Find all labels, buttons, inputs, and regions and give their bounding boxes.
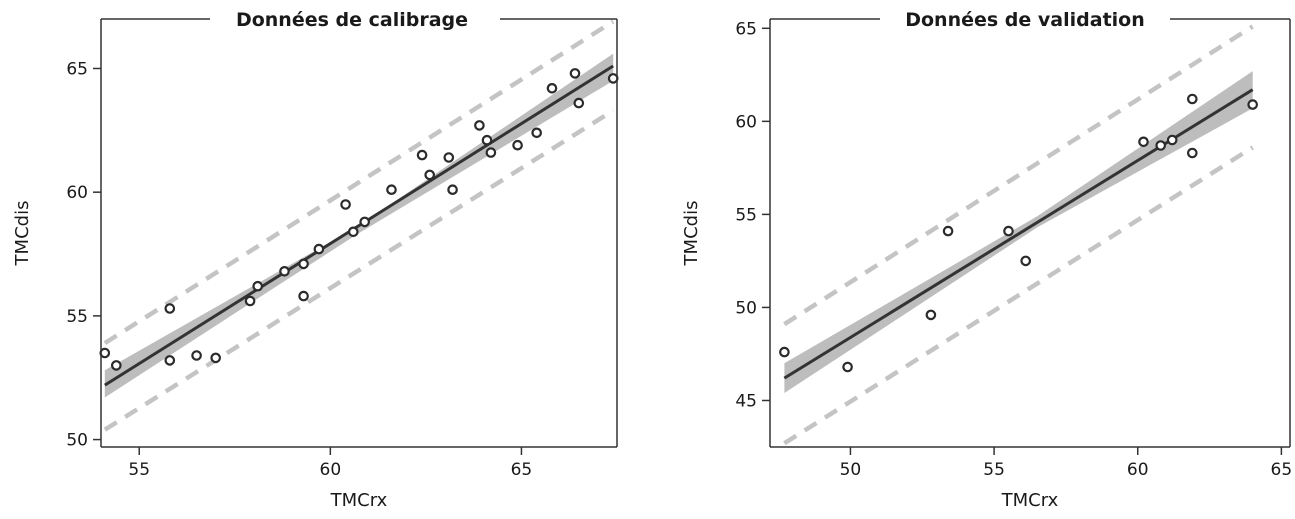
panel2-data-point-3 — [925, 309, 937, 321]
panel1-data-point-20 — [447, 184, 458, 195]
panel1-x-tick-label-2: 60 — [320, 460, 342, 480]
panel2-regression-line — [783, 88, 1254, 380]
panel2-y-tick-label-4: 60 — [735, 112, 757, 132]
panel1-data-point-1 — [99, 347, 111, 359]
panel1-data-point-12 — [313, 243, 325, 255]
panel2-x-tick-label-3: 60 — [1127, 460, 1149, 480]
panel1-data-point-2 — [111, 360, 122, 371]
panel2-data-point-2 — [842, 361, 853, 373]
panel1-prediction-lower-line — [103, 108, 615, 432]
panel1-data-point-27 — [569, 68, 581, 79]
panel2-data-point-10 — [1187, 93, 1198, 105]
panel2-data-point-4 — [942, 225, 954, 237]
panel1-data-point-7 — [244, 295, 256, 307]
panel2-data-point-8 — [1155, 140, 1166, 151]
panel2-y-axis-label: TMCdis — [681, 201, 702, 267]
panel1-plot-area — [99, 19, 619, 432]
panel1-prediction-upper-line — [103, 19, 615, 345]
panel1-data-point-26 — [546, 83, 558, 94]
panel1-data-point-10 — [298, 290, 309, 302]
panel2-plot-area — [779, 24, 1258, 446]
panel1-x-tick-label-1: 55 — [128, 460, 150, 480]
panel1-regression-line — [104, 64, 614, 387]
panel1-data-point-24 — [512, 139, 523, 151]
panel1-y-tick-label-3: 60 — [66, 183, 88, 203]
panel1-data-point-13 — [340, 199, 351, 210]
panel2-y-tick-label-1: 45 — [735, 391, 757, 411]
panel2-y-tick-label-3: 55 — [735, 205, 757, 225]
panel2-data-point-1 — [779, 346, 790, 358]
panel1-data-point-16 — [386, 184, 397, 195]
panel1-y-tick-label-1: 50 — [66, 431, 88, 451]
panel1-data-point-29 — [607, 73, 619, 84]
panel1-data-point-22 — [481, 134, 493, 146]
panel1-data-point-23 — [485, 147, 497, 158]
panel1-data-point-5 — [191, 350, 202, 361]
panel1-title: Données de calibrage — [236, 9, 468, 31]
panel1-y-tick-label-2: 55 — [66, 307, 88, 327]
panel1-data-point-28 — [573, 97, 585, 109]
panel1-data-point-21 — [474, 120, 485, 131]
panel2-x-tick-label-2: 55 — [983, 460, 1005, 480]
panel2-data-point-5 — [1003, 225, 1014, 237]
panel1-x-axis-label: TMCrx — [330, 490, 388, 511]
panel1-x-tick-label-3: 65 — [511, 460, 533, 480]
panel2-x-tick-label-4: 65 — [1271, 460, 1293, 480]
panel1-data-point-19 — [443, 152, 455, 163]
panel1-data-point-18 — [424, 169, 435, 181]
panel1-data-point-9 — [279, 265, 290, 277]
panel2-y-tick-label-2: 50 — [735, 298, 757, 318]
panel1-data-point-6 — [210, 352, 221, 364]
panel1-y-axis-label: TMCdis — [12, 201, 33, 267]
panel2-title: Données de validation — [905, 9, 1145, 31]
panel1-data-point-17 — [416, 149, 428, 161]
panel1-data-point-3 — [164, 303, 176, 314]
panel2-y-tick-label-5: 65 — [735, 19, 757, 39]
panel1-data-point-11 — [298, 258, 309, 270]
panel2-confidence-band — [784, 71, 1253, 393]
panel2-prediction-upper-line — [783, 24, 1254, 327]
panel2-x-axis-label: TMCrx — [1001, 490, 1059, 511]
panel2-data-point-12 — [1247, 99, 1258, 110]
panel2-prediction-lower-line — [783, 145, 1254, 446]
panel1-data-point-4 — [164, 355, 176, 366]
panel2-data-point-11 — [1187, 147, 1198, 159]
panel2-data-point-7 — [1138, 136, 1149, 148]
panel1-y-tick-label-4: 65 — [66, 59, 88, 79]
panel1-data-point-15 — [359, 216, 370, 228]
panel1-data-point-14 — [347, 226, 359, 238]
panel1-data-point-8 — [252, 280, 264, 292]
panel1-data-point-25 — [531, 127, 542, 139]
panel2-x-tick-label-1: 50 — [840, 460, 862, 480]
panel2-data-point-6 — [1020, 255, 1031, 267]
panel2-data-point-9 — [1166, 134, 1178, 146]
